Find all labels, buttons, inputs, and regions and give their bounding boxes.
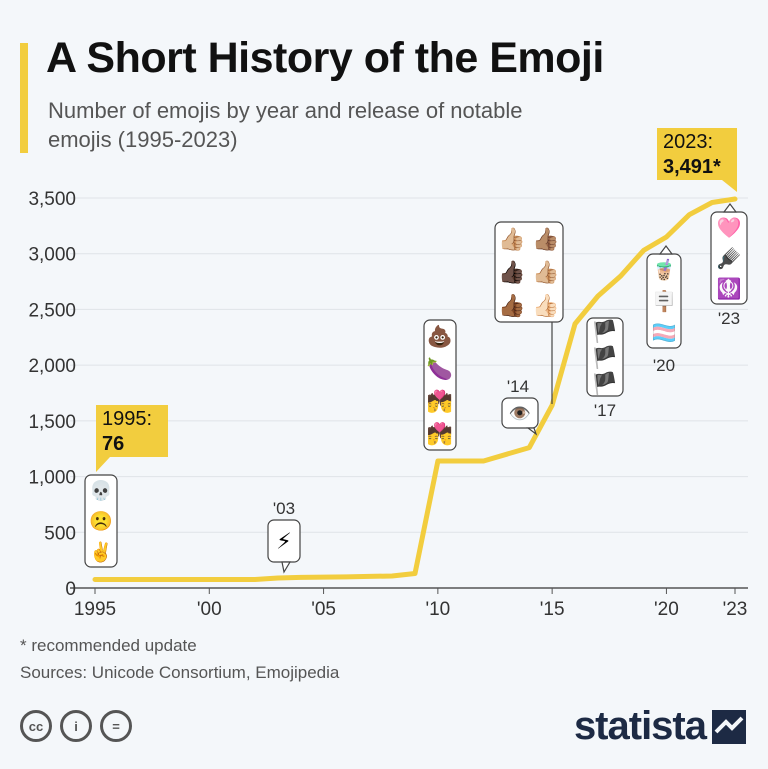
emoji-icon: ☹️ [89,511,113,533]
annotation-2010-bubble [423,319,457,451]
x-tick-label: '23 [723,599,748,620]
emoji-icon: 🪧 [652,289,677,313]
y-tick-label: 1,000 [28,468,76,489]
callout-2023-text: 3,491* [663,156,721,178]
no-derivatives-icon[interactable]: = [100,710,132,742]
y-tick-label: 3,500 [28,189,76,210]
accent-bar [20,43,28,153]
statista-logo-text: statista [573,704,707,748]
callout-1995-text: 1995: [102,408,152,430]
footnote: * recommended update [20,636,197,655]
callout-1995-box [96,405,168,457]
series-line [92,196,738,582]
emoji-icon: 🏴 [592,344,618,369]
emoji-icon: 🏴 [592,370,618,395]
annotation-2003-bubble-tail [281,561,292,574]
statista-mark-icon [712,709,746,744]
callout-2023-box [657,128,737,180]
emoji-icon: 💏 [427,389,453,414]
emoji-icon: 👁️ [509,403,531,423]
page-subtitle: Number of emojis by year and release of … [48,98,523,152]
attribution-icon[interactable]: i [60,710,92,742]
callout-2023-text: 2023: [663,131,713,153]
y-tick-label: 2,000 [28,356,76,377]
x-tick-label: '05 [311,599,336,620]
y-tick-label: 0 [65,579,76,600]
emoji-icon: ⚡ [276,529,291,554]
y-tick-label: 3,000 [28,245,76,266]
emoji-icon: 💏 [427,421,453,446]
annotation-2015-bubble [494,221,564,323]
license-icons[interactable]: cc i = [20,710,132,742]
annotation-label-2014: '14 [507,377,529,396]
emoji-icon: 🏴 [592,318,618,343]
callout-2023-pointer [722,180,737,192]
emoji-icon: 💀 [89,479,113,502]
annotation-2014-bubble-tail [526,427,538,436]
creative-commons-icon[interactable]: cc [20,710,52,742]
emoji-icon: 🩷 [717,216,742,239]
emoji-icon: 🍆 [427,356,453,381]
emoji-icon: 💩 [427,324,453,349]
emoji-icon: 👍🏽 [532,226,559,251]
sources: Sources: Unicode Consortium, Emojipedia [20,663,340,682]
annotation-1995-bubble [84,474,118,568]
emoji-icon: 🧋 [652,258,677,282]
emoji-icon: 🪮 [717,246,742,270]
annotation-2023-bubble-tail [722,203,738,213]
x-tick-label: 1995 [74,599,116,620]
annotation-2017-bubble [586,317,624,397]
emoji-icon: 🪯 [717,277,742,301]
y-tick-label: 1,500 [28,412,76,433]
emoji-icon: 👍🏻 [532,293,559,318]
emoji-icon: 👍🏼 [498,226,525,251]
annotation-2020-bubble-tail [658,245,674,255]
annotation-label-2023: '23 [718,309,740,328]
emoji-icon: 👍🏾 [498,293,525,318]
x-tick-label: '15 [540,599,565,620]
annotation-2014-bubble [501,397,539,429]
callout-2023: 2023: 3,491* [657,128,737,180]
callout-1995: 1995: 76 [96,405,168,457]
emoji-icon: 👍🏿 [498,260,525,285]
y-tick-label: 2,500 [28,300,76,321]
emoji-icon: ✌️ [89,540,113,563]
y-tick-label: 500 [44,523,76,544]
emoji-icon: 🏳️‍⚧️ [652,322,677,344]
annotation-label-2017: '17 [594,401,616,420]
annotation-label-2020: '20 [653,356,675,375]
x-tick-label: '00 [197,599,222,620]
statista-logo[interactable]: statista [574,704,746,749]
x-tick-label: '10 [425,599,450,620]
callout-1995-pointer [96,457,110,472]
emoji-icon: 👍🏼 [532,260,559,285]
x-tick-label: '20 [654,599,679,620]
callout-1995-text: 76 [102,433,124,455]
annotation-label-2003: '03 [273,499,295,518]
page-title: A Short History of the Emoji [46,34,604,82]
